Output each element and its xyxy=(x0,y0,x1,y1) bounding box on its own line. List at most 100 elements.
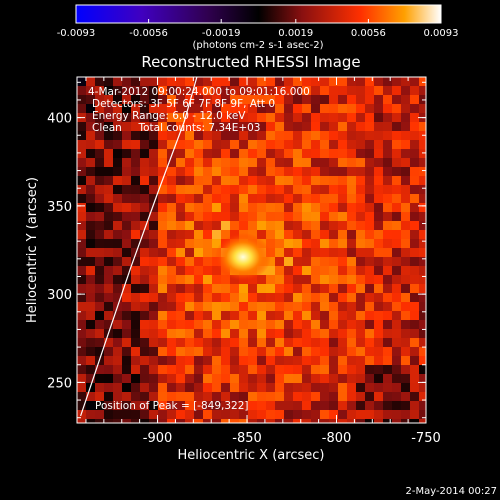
heatmap-cell xyxy=(419,320,426,329)
heatmap-cell xyxy=(239,284,248,293)
heatmap-cell xyxy=(392,284,401,293)
heatmap-cell xyxy=(419,401,426,410)
heatmap-cell xyxy=(149,230,158,239)
heatmap-cell xyxy=(185,131,194,140)
heatmap-cell xyxy=(320,113,329,122)
heatmap-cell xyxy=(392,77,401,86)
heatmap-cell xyxy=(113,95,122,104)
heatmap-cell xyxy=(311,122,320,131)
heatmap-cell xyxy=(221,401,230,410)
chart-title: Reconstructed RHESSI Image xyxy=(141,53,360,71)
heatmap-cell xyxy=(275,410,284,419)
heatmap-cell xyxy=(248,113,257,122)
heatmap-cell xyxy=(338,401,347,410)
heatmap-cell xyxy=(140,104,149,113)
heatmap-cell xyxy=(131,167,140,176)
heatmap-cell xyxy=(176,77,185,86)
heatmap-cell xyxy=(95,212,104,221)
heatmap-cell xyxy=(140,374,149,383)
heatmap-cell xyxy=(257,311,266,320)
heatmap-cell xyxy=(131,374,140,383)
heatmap-cell xyxy=(275,230,284,239)
heatmap-cell xyxy=(320,86,329,95)
heatmap-cell xyxy=(419,275,426,284)
heatmap-cell xyxy=(284,257,293,266)
heatmap-cell xyxy=(338,383,347,392)
heatmap-cell xyxy=(302,311,311,320)
heatmap-cell xyxy=(185,293,194,302)
heatmap-cell xyxy=(86,329,95,338)
heatmap-cell xyxy=(158,392,167,401)
heatmap-cell xyxy=(86,365,95,374)
heatmap-cell xyxy=(347,230,356,239)
heatmap-cell xyxy=(185,401,194,410)
heatmap-cell xyxy=(230,122,239,131)
heatmap-cell xyxy=(248,122,257,131)
heatmap-cell xyxy=(131,347,140,356)
heatmap-cell xyxy=(383,293,392,302)
heatmap-cell xyxy=(311,275,320,284)
heatmap-cell xyxy=(113,239,122,248)
heatmap-cell xyxy=(275,293,284,302)
heatmap-cell xyxy=(365,158,374,167)
heatmap-cell xyxy=(401,185,410,194)
heatmap-cell xyxy=(338,176,347,185)
heatmap-cell xyxy=(113,122,122,131)
heatmap-cell xyxy=(185,302,194,311)
heatmap-cell xyxy=(338,203,347,212)
heatmap-cell xyxy=(140,356,149,365)
heatmap-cell xyxy=(203,248,212,257)
heatmap-cell xyxy=(176,185,185,194)
heatmap-cell xyxy=(104,302,113,311)
heatmap-cell xyxy=(140,284,149,293)
heatmap-cell xyxy=(158,95,167,104)
heatmap-cell xyxy=(140,365,149,374)
heatmap-cell xyxy=(140,410,149,419)
heatmap-cell xyxy=(248,311,257,320)
heatmap-cell xyxy=(113,338,122,347)
heatmap-cell xyxy=(284,401,293,410)
heatmap-cell xyxy=(356,167,365,176)
heatmap-cell xyxy=(194,374,203,383)
heatmap-cell xyxy=(185,410,194,419)
heatmap-cell xyxy=(365,77,374,86)
heatmap-cell xyxy=(194,311,203,320)
colorbar-units: (photons cm-2 s-1 asec-2) xyxy=(192,40,323,51)
heatmap-cell xyxy=(320,212,329,221)
heatmap-cell xyxy=(86,167,95,176)
heatmap-cell xyxy=(230,329,239,338)
heatmap-cell xyxy=(167,320,176,329)
heatmap-cell xyxy=(410,194,419,203)
heatmap-cell xyxy=(77,284,86,293)
heatmap-cell xyxy=(221,176,230,185)
heatmap-cell xyxy=(122,383,131,392)
heatmap-cell xyxy=(338,212,347,221)
heatmap-cell xyxy=(131,275,140,284)
heatmap-cell xyxy=(86,140,95,149)
heatmap-cell xyxy=(113,320,122,329)
heatmap-cell xyxy=(320,248,329,257)
heatmap-cell xyxy=(95,275,104,284)
heatmap-cell xyxy=(419,203,426,212)
heatmap-cell xyxy=(329,293,338,302)
heatmap-cell xyxy=(356,275,365,284)
heatmap-cell xyxy=(401,239,410,248)
heatmap-cell xyxy=(410,104,419,113)
heatmap-cell xyxy=(149,239,158,248)
heatmap-cell xyxy=(167,248,176,257)
heatmap-cell xyxy=(365,320,374,329)
heatmap-cell xyxy=(410,77,419,86)
heatmap-cell xyxy=(284,302,293,311)
heatmap-cell xyxy=(347,158,356,167)
heatmap-cell xyxy=(401,365,410,374)
heatmap-cell xyxy=(329,257,338,266)
heatmap-cell xyxy=(419,392,426,401)
heatmap-cell xyxy=(320,392,329,401)
heatmap-cell xyxy=(374,122,383,131)
heatmap-cell xyxy=(410,284,419,293)
heatmap-cell xyxy=(122,95,131,104)
heatmap-cell xyxy=(194,140,203,149)
heatmap-cell xyxy=(122,392,131,401)
heatmap-cell xyxy=(401,392,410,401)
heatmap-cell xyxy=(176,104,185,113)
